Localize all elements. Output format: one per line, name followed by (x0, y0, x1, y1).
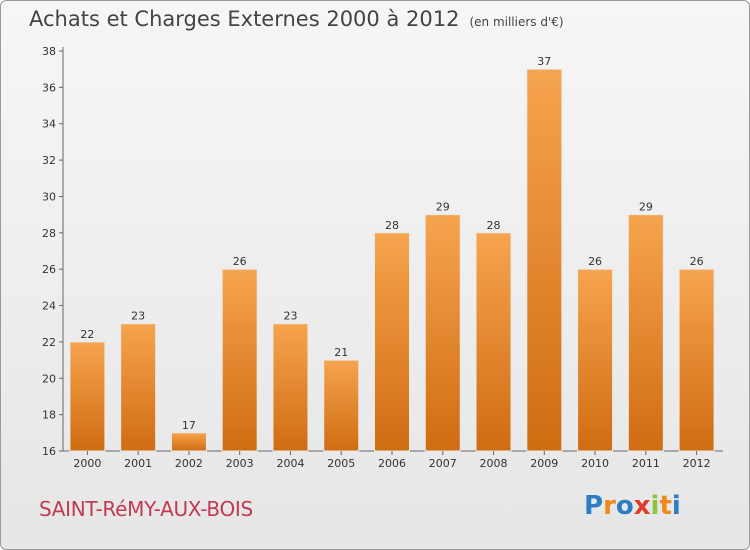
bar-value-label: 29 (639, 201, 653, 214)
x-tick-label: 2002 (175, 457, 203, 470)
y-tick-label: 30 (42, 190, 56, 203)
bar-value-label: 22 (80, 328, 94, 341)
bar (577, 268, 614, 452)
y-tick-label: 34 (42, 118, 56, 131)
bar-value-label: 23 (283, 310, 297, 323)
bar (475, 232, 512, 452)
x-tick-label: 2011 (632, 457, 660, 470)
logo-letter: x (633, 491, 651, 521)
y-tick-label: 22 (42, 336, 56, 349)
bar-value-label: 21 (334, 346, 348, 359)
y-tick-label: 36 (42, 81, 56, 94)
x-tick-label: 2006 (378, 457, 406, 470)
x-tick-label: 2007 (429, 457, 457, 470)
y-tick-label: 24 (42, 300, 56, 313)
x-tick-label: 2004 (276, 457, 304, 470)
bar-value-label: 28 (385, 219, 399, 232)
x-tick-label: 2009 (530, 457, 558, 470)
bar-value-label: 29 (436, 201, 450, 214)
bar-value-label: 37 (537, 55, 551, 68)
bar (374, 232, 410, 452)
bar (678, 268, 715, 452)
y-tick-label: 16 (42, 445, 56, 458)
x-tick-label: 2001 (124, 457, 152, 470)
bar (323, 359, 360, 452)
chart-unit: (en milliers d'€) (469, 15, 564, 29)
proxiti-logo: Proxiti (584, 491, 681, 521)
x-tick-label: 2010 (581, 457, 609, 470)
bar-value-label: 26 (233, 255, 247, 268)
y-tick-label: 28 (42, 227, 56, 240)
bar-value-label: 28 (487, 219, 501, 232)
bar (120, 323, 157, 452)
bar (170, 432, 207, 452)
bar (272, 323, 309, 452)
bar (424, 214, 461, 452)
bar-value-label: 17 (182, 419, 196, 432)
bar (221, 268, 258, 452)
bar-value-label: 26 (588, 255, 602, 268)
chart-title: Achats et Charges Externes 2000 à 2012 (29, 7, 460, 31)
bar-value-label: 23 (131, 310, 145, 323)
bar (627, 214, 664, 452)
logo-letter: t (659, 491, 672, 521)
chart-title-block: Achats et Charges Externes 2000 à 2012 (e… (29, 7, 564, 31)
x-tick-label: 2000 (73, 457, 101, 470)
logo-letter: i (650, 491, 660, 521)
y-tick-label: 38 (42, 45, 56, 58)
x-tick-label: 2012 (683, 457, 711, 470)
commune-name: SAINT-RéMY-AUX-BOIS (39, 497, 253, 521)
y-tick-label: 18 (42, 409, 56, 422)
bar (69, 341, 106, 452)
y-tick-label: 20 (42, 372, 56, 385)
bar-value-label: 26 (690, 255, 704, 268)
y-tick-label: 26 (42, 263, 56, 276)
bar (526, 68, 563, 452)
logo-letter: o (615, 491, 634, 521)
logo-letter: P (584, 491, 604, 521)
logo-letter: i (671, 491, 681, 521)
x-tick-label: 2005 (327, 457, 355, 470)
y-tick-label: 32 (42, 154, 56, 167)
x-tick-label: 2003 (226, 457, 254, 470)
logo-letter: r (603, 491, 616, 521)
x-tick-label: 2008 (480, 457, 508, 470)
